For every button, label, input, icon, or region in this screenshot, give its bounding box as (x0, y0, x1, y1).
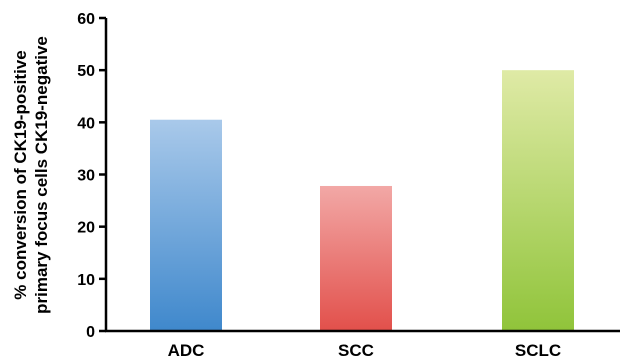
bar-adc (150, 119, 222, 331)
bars (150, 70, 574, 332)
y-tick-label-60: 60 (77, 11, 95, 28)
bar-sclc (502, 70, 574, 332)
y-axis-label-line-1: % conversion of CK19-positive (11, 50, 30, 299)
y-tick-label-40: 40 (77, 115, 95, 132)
x-tick-label-sclc: SCLC (515, 341, 561, 360)
y-tick-label-30: 30 (77, 168, 95, 185)
bar-scc (320, 185, 392, 331)
y-tick-label-50: 50 (77, 63, 95, 80)
y-tick-label-20: 20 (77, 220, 95, 237)
y-tick-label-0: 0 (86, 324, 95, 341)
y-axis-label-line-2: primary focus cells CK19-negative (32, 36, 51, 314)
y-axis-label: % conversion of CK19-positive primary fo… (11, 36, 51, 314)
x-tick-label-adc: ADC (168, 341, 205, 360)
y-ticks: 0 10 20 30 40 50 60 (77, 11, 106, 341)
x-tick-labels: ADC SCC SCLC (168, 341, 562, 360)
y-tick-label-10: 10 (77, 272, 95, 289)
x-tick-label-scc: SCC (338, 341, 374, 360)
